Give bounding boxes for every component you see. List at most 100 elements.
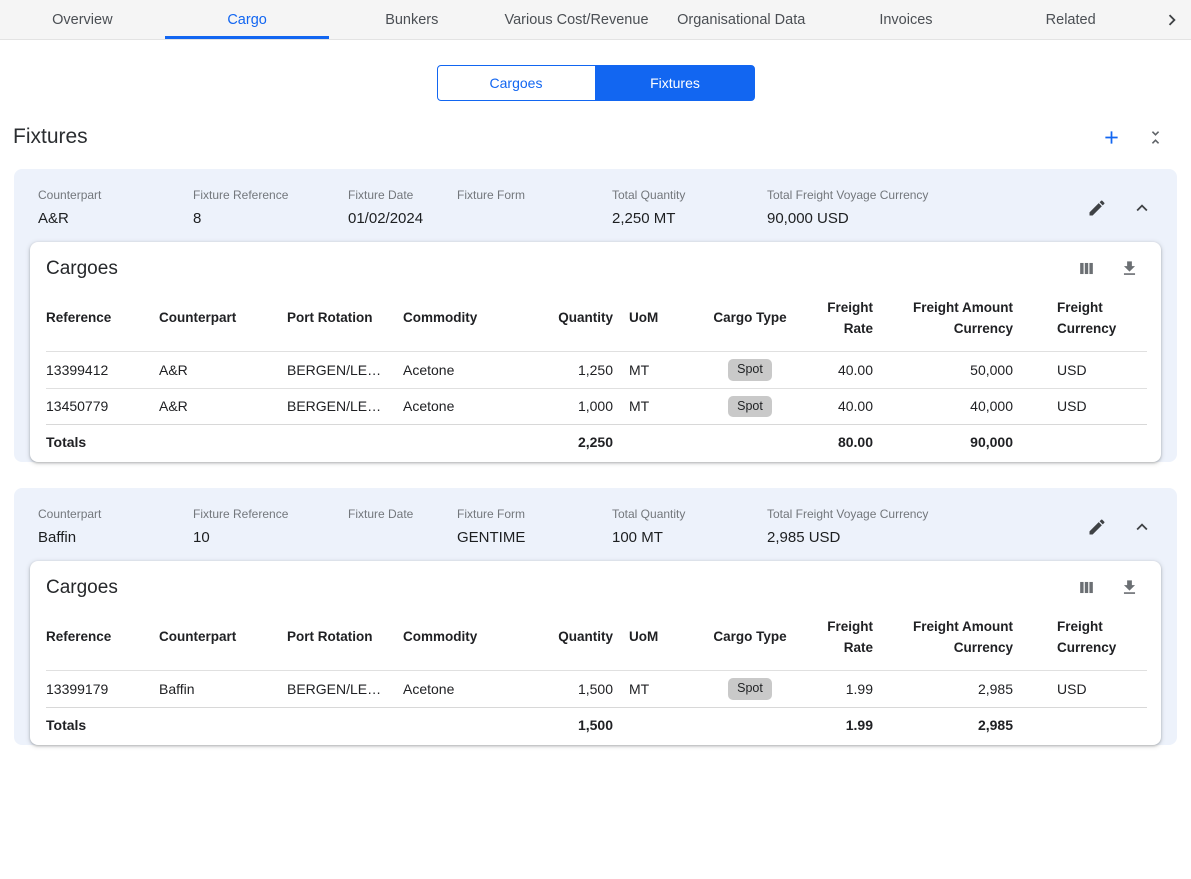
- cargoes-panel: Cargoes Reference Counterpart: [30, 560, 1161, 745]
- toggle-fixtures-button[interactable]: Fixtures: [595, 65, 755, 101]
- table-header-row: Reference Counterpart Port Rotation Comm…: [46, 607, 1147, 671]
- tab-related[interactable]: Related: [1045, 11, 1096, 28]
- cell-quantity: 1,000: [553, 387, 629, 425]
- cell-cargo-type: Spot: [713, 387, 803, 425]
- cargo-type-badge: Spot: [728, 395, 772, 417]
- field-label: Fixture Form: [457, 506, 526, 521]
- col-freight-rate: Freight Rate: [827, 618, 873, 655]
- field-fixture-form: Fixture Form GENTIME: [457, 506, 612, 549]
- totals-label: Totals: [46, 423, 159, 461]
- tab-overview[interactable]: Overview: [52, 11, 113, 28]
- collapse-all-button[interactable]: [1146, 128, 1165, 147]
- cell-port-rotation: BERGEN/LEV…: [287, 351, 403, 389]
- field-value: A&R: [38, 210, 69, 228]
- tab-cargo[interactable]: Cargo: [164, 0, 330, 39]
- tab-bunkers[interactable]: Bunkers: [385, 11, 439, 28]
- field-label: Fixture Reference: [193, 188, 289, 202]
- cell-counterpart: A&R: [159, 387, 287, 425]
- field-label: Fixture Form: [457, 188, 526, 202]
- field-fixture-reference: Fixture Reference 10: [193, 506, 348, 549]
- table-row[interactable]: 13399179 Baffin BERGEN/LEV… Acetone 1,50…: [46, 670, 1147, 708]
- download-button[interactable]: [1120, 578, 1139, 597]
- field-value: 100 MT: [612, 529, 663, 547]
- pencil-icon: [1089, 200, 1105, 216]
- col-freight-amount-currency: Freight Amount Currency: [913, 618, 1013, 655]
- field-total-quantity: Total Quantity 100 MT: [612, 506, 767, 549]
- totals-row: Totals 2,250 80.00 90,000: [46, 423, 1147, 461]
- fixture-summary: Counterpart Baffin Fixture Reference 10 …: [14, 488, 1177, 561]
- cell-uom: MT: [629, 670, 713, 708]
- cargoes-table: Reference Counterpart Port Rotation Comm…: [46, 607, 1147, 744]
- edit-fixture-button[interactable]: [1087, 517, 1107, 537]
- field-value: 90,000 USD: [767, 210, 849, 228]
- page-title: Fixtures: [13, 125, 88, 148]
- fixture-summary: Counterpart A&R Fixture Reference 8 Fixt…: [14, 169, 1177, 242]
- field-value: 2,250 MT: [612, 210, 676, 228]
- col-port-rotation: Port Rotation: [287, 629, 373, 645]
- field-counterpart: Counterpart A&R: [38, 187, 193, 230]
- col-cargo-type: Cargo Type: [713, 629, 787, 645]
- cell-cargo-type: Spot: [713, 670, 803, 708]
- table-toolbar: [1077, 578, 1145, 597]
- col-freight-currency: Freight Currency: [1057, 299, 1117, 336]
- col-freight-amount-currency: Freight Amount Currency: [913, 299, 1013, 336]
- fixture-actions: [1087, 187, 1153, 219]
- col-uom: UoM: [629, 629, 659, 645]
- cell-uom: MT: [629, 387, 713, 425]
- cell-quantity: 1,500: [553, 670, 629, 708]
- field-label: Counterpart: [38, 188, 102, 202]
- field-label: Fixture Date: [348, 506, 414, 521]
- field-label: Fixture Reference: [193, 506, 289, 521]
- cell-uom: MT: [629, 351, 713, 389]
- col-quantity: Quantity: [558, 629, 613, 645]
- chevron-right-icon: [1168, 14, 1176, 25]
- columns-icon: [1080, 263, 1093, 275]
- chevron-up-icon: [1136, 204, 1148, 212]
- table-header-row: Reference Counterpart Port Rotation Comm…: [46, 288, 1147, 352]
- col-freight-currency: Freight Currency: [1057, 618, 1117, 655]
- cell-freight-rate: 40.00: [803, 387, 889, 425]
- totals-freight-rate: 80.00: [803, 423, 889, 461]
- cargo-type-badge: Spot: [728, 678, 772, 700]
- cargoes-panel-header: Cargoes: [46, 577, 1145, 599]
- tab-various-cost-revenue[interactable]: Various Cost/Revenue: [504, 11, 649, 28]
- field-fixture-date: Fixture Date 01/02/2024: [348, 187, 457, 230]
- field-value: 8: [193, 210, 202, 228]
- add-fixture-button[interactable]: [1101, 127, 1122, 148]
- table-row[interactable]: 13399412 A&R BERGEN/LEV… Acetone 1,250 M…: [46, 351, 1147, 389]
- field-value: 10: [193, 529, 210, 547]
- col-quantity: Quantity: [558, 310, 613, 326]
- col-commodity: Commodity: [403, 310, 478, 326]
- totals-row: Totals 1,500 1.99 2,985: [46, 706, 1147, 744]
- tab-invoices[interactable]: Invoices: [879, 11, 933, 28]
- field-total-freight: Total Freight Voyage Currency 2,985 USD: [767, 506, 943, 549]
- column-settings-button[interactable]: [1077, 578, 1096, 597]
- collapse-card-button[interactable]: [1131, 197, 1153, 219]
- field-total-freight: Total Freight Voyage Currency 90,000 USD: [767, 187, 943, 230]
- col-port-rotation: Port Rotation: [287, 310, 373, 326]
- cell-freight-amount: 50,000: [889, 351, 1029, 389]
- cargoes-panel-header: Cargoes: [46, 258, 1145, 280]
- collapse-card-button[interactable]: [1131, 516, 1153, 538]
- field-counterpart: Counterpart Baffin: [38, 506, 193, 549]
- totals-freight-rate: 1.99: [803, 706, 889, 744]
- table-row[interactable]: 13450779 A&R BERGEN/LEV… Acetone 1,000 M…: [46, 387, 1147, 425]
- cell-cargo-type: Spot: [713, 351, 803, 389]
- cell-commodity: Acetone: [403, 387, 553, 425]
- field-value: GENTIME: [457, 529, 526, 547]
- cargo-type-badge: Spot: [728, 359, 772, 381]
- column-settings-button[interactable]: [1077, 259, 1096, 278]
- fixture-card: Counterpart A&R Fixture Reference 8 Fixt…: [14, 169, 1177, 462]
- cargoes-title: Cargoes: [46, 257, 118, 279]
- edit-fixture-button[interactable]: [1087, 198, 1107, 218]
- view-toggle: Cargoes Fixtures: [0, 65, 1191, 101]
- col-counterpart: Counterpart: [159, 310, 237, 326]
- col-reference: Reference: [46, 310, 112, 326]
- field-label: Total Freight Voyage Currency: [767, 188, 929, 202]
- toggle-cargoes-button[interactable]: Cargoes: [436, 65, 596, 101]
- cell-counterpart: A&R: [159, 351, 287, 389]
- nav-scroll-right-button[interactable]: [1153, 0, 1191, 39]
- download-button[interactable]: [1120, 259, 1139, 278]
- tab-organisational-data[interactable]: Organisational Data: [677, 11, 806, 28]
- col-reference: Reference: [46, 629, 112, 645]
